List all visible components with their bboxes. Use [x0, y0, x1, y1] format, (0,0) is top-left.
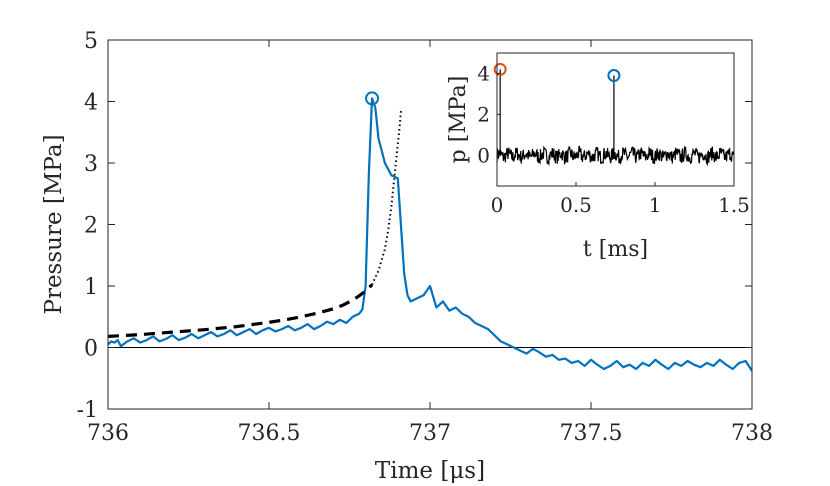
x-tick-label: 736.5 [238, 421, 301, 446]
inset-y-axis-label: p [MPa] [446, 76, 471, 164]
x-tick-label: 737.5 [560, 421, 623, 446]
inset-plot-area [497, 53, 734, 186]
inset-peak-marker-1 [607, 69, 621, 83]
series-line-2 [371, 110, 402, 286]
inset-x-tick-label: 0.5 [560, 193, 592, 217]
inset-plot: 0 0.5 1 1.5 0 2 4 t [ms] p [MPa] [446, 52, 750, 262]
peak-marker-0 [365, 91, 380, 106]
series-line-1 [107, 283, 374, 338]
y-axis-label: Pressure [MPa] [41, 134, 67, 314]
inset-x-tick-label: 1 [649, 193, 662, 217]
y-tick-label: -1 [77, 398, 98, 423]
x-tick-label: 737 [409, 421, 451, 446]
inset-y-tick-label: 4 [477, 61, 490, 85]
inset-frame [496, 52, 735, 187]
inset-peak-marker-0 [493, 62, 507, 76]
inset-x-tick-label: 1.5 [718, 193, 750, 217]
y-tick-label: 2 [84, 214, 98, 239]
inset-x-axis-label: t [ms] [583, 237, 648, 262]
x-tick-label: 738 [731, 421, 773, 446]
x-tick-label: 736 [87, 421, 129, 446]
inset-y-tick-label: 2 [477, 102, 490, 126]
y-tick-label: 5 [84, 29, 98, 54]
inset-noise-trace [496, 145, 735, 167]
inset-y-tick-label: 0 [477, 143, 490, 167]
y-tick-label: 0 [84, 337, 98, 362]
y-tick-label: 1 [84, 275, 98, 300]
y-tick-label: 3 [84, 152, 98, 177]
x-axis-label: Time [μs] [375, 458, 485, 484]
series-line-0 [107, 97, 753, 372]
y-tick-label: 4 [84, 91, 98, 116]
inset-x-tick-label: 0 [491, 193, 504, 217]
